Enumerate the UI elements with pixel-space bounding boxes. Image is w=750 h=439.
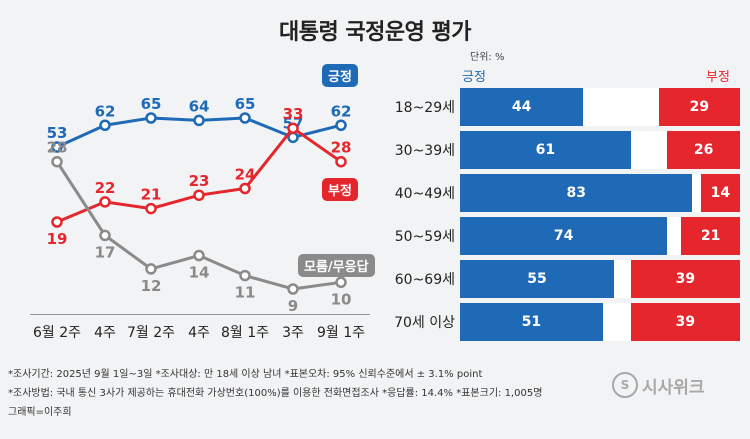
bar-negative: 39 <box>630 303 740 341</box>
line-point-2-3 <box>193 249 205 262</box>
footer-survey-period: *조사기간: 2025년 9월 1일~3일 *조사대상: 만 18세 이상 남녀… <box>8 369 483 380</box>
line-point-1-3 <box>193 189 205 201</box>
bar-row-label: 18~29세 <box>394 100 455 116</box>
line-label-2-2: 12 <box>141 277 162 295</box>
line-label-2-4: 11 <box>235 284 256 302</box>
legend-negative-tag: 부정 <box>322 178 358 201</box>
logo-mark-icon: S <box>612 372 638 398</box>
bar-negative: 29 <box>658 88 740 126</box>
line-label-1-6: 28 <box>331 139 352 157</box>
line-label-1-4: 24 <box>235 166 256 184</box>
line-point-1-2 <box>145 202 157 215</box>
line-label-2-6: 10 <box>331 290 352 308</box>
bar-positive: 51 <box>460 303 603 341</box>
line-label-1-3: 23 <box>189 172 210 190</box>
line-label-0-6: 62 <box>331 102 352 120</box>
line-point-2-5 <box>287 283 299 295</box>
line-point-0-1 <box>99 119 111 131</box>
line-label-0-3: 64 <box>189 97 210 115</box>
bar-positive: 83 <box>460 174 693 212</box>
logo-text: 시사위크 <box>642 377 705 398</box>
line-point-1-5 <box>287 122 299 134</box>
line-point-1-6 <box>335 155 347 168</box>
bar-legend-negative: 부정 <box>706 70 730 85</box>
x-tick-label: 4주 <box>94 325 116 341</box>
bar-negative: 21 <box>681 217 740 255</box>
footer-credit: 그래픽=이주희 <box>8 407 72 418</box>
line-label-0-0: 53 <box>47 124 68 142</box>
x-tick-label: 6월 2주 <box>32 325 82 341</box>
x-tick-label: 9월 1주 <box>316 325 366 341</box>
x-axis-line <box>30 314 370 315</box>
line-point-2-1 <box>99 229 111 242</box>
bar-negative: 39 <box>630 260 740 298</box>
line-point-0-0 <box>51 141 63 153</box>
line-chart: 5362656465576219222123243328281712141191… <box>47 95 352 315</box>
bar-row-label: 70세 이상 <box>394 315 455 331</box>
line-point-1-0 <box>51 216 63 228</box>
bar-legend-positive: 긍정 <box>462 70 486 85</box>
sisaweek-logo: S 시사위크 <box>612 372 705 398</box>
line-label-0-4: 65 <box>235 95 256 113</box>
line-point-2-4 <box>239 269 251 282</box>
x-tick-label: 3주 <box>282 325 304 341</box>
bar-positive: 61 <box>460 131 631 169</box>
bar-positive: 74 <box>460 217 668 255</box>
line-label-1-1: 22 <box>95 179 116 197</box>
line-label-0-1: 62 <box>95 102 116 120</box>
legend-positive-tag: 긍정 <box>322 64 358 87</box>
footer-survey-method: *조사방법: 국내 통신 3사가 제공하는 휴대전화 가상번호(100%)를 이… <box>8 388 543 399</box>
chart-title: 대통령 국정운영 평가 <box>279 20 471 45</box>
line-point-2-2 <box>145 263 157 275</box>
bar-row-label: 50~59세 <box>394 229 455 245</box>
bar-row-label: 40~49세 <box>394 186 455 202</box>
line-point-2-6 <box>335 276 347 289</box>
line-label-1-0: 19 <box>47 230 68 248</box>
bar-row-label: 30~39세 <box>394 143 455 159</box>
line-label-0-2: 65 <box>141 95 162 113</box>
line-point-0-2 <box>145 112 157 124</box>
line-label-1-2: 21 <box>141 186 162 204</box>
line-point-1-1 <box>99 196 111 208</box>
x-tick-label: 7월 2주 <box>126 325 176 341</box>
bar-row-label: 60~69세 <box>394 272 455 288</box>
bar-positive: 44 <box>460 88 584 126</box>
bar-positive: 55 <box>460 260 614 298</box>
line-point-2-0 <box>51 155 63 168</box>
bar-negative: 14 <box>700 174 740 212</box>
line-label-1-5: 33 <box>283 105 304 123</box>
line-label-2-3: 14 <box>189 264 210 282</box>
line-point-0-4 <box>239 112 251 124</box>
line-label-2-5: 9 <box>288 297 298 315</box>
unit-label: 단위: % <box>470 52 505 63</box>
line-point-1-4 <box>239 182 251 195</box>
x-tick-label: 4주 <box>188 325 210 341</box>
line-point-0-6 <box>335 119 347 131</box>
line-point-0-3 <box>193 114 205 127</box>
line-label-2-0: 28 <box>47 139 68 157</box>
bar-negative: 26 <box>667 131 740 169</box>
x-tick-label: 8월 1주 <box>220 325 270 341</box>
legend-unknown-tag: 모름/무응답 <box>298 254 375 277</box>
line-label-2-1: 17 <box>95 243 116 261</box>
